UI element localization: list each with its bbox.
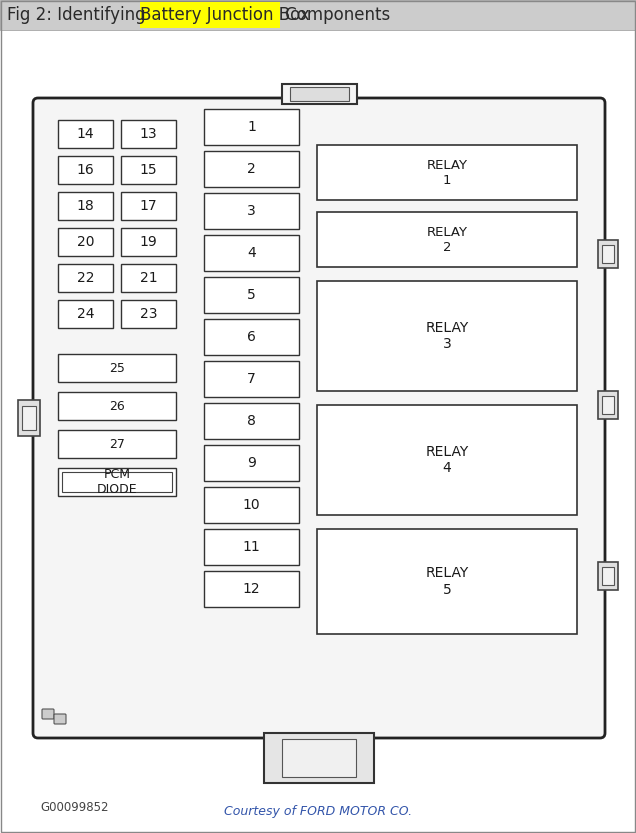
Text: 21: 21 <box>140 271 157 285</box>
Bar <box>602 397 614 414</box>
Text: 12: 12 <box>243 582 260 596</box>
Text: 13: 13 <box>140 127 157 141</box>
Bar <box>121 156 176 184</box>
Text: RELAY
4: RELAY 4 <box>425 445 469 475</box>
Text: 9: 9 <box>247 456 256 470</box>
Bar <box>121 264 176 292</box>
Bar <box>58 468 176 496</box>
Text: 15: 15 <box>140 163 157 177</box>
FancyBboxPatch shape <box>42 709 54 719</box>
Text: Courtesy of FORD MOTOR CO.: Courtesy of FORD MOTOR CO. <box>224 805 412 817</box>
Bar <box>317 529 577 634</box>
Bar <box>598 392 618 419</box>
Text: 6: 6 <box>247 330 256 344</box>
Bar <box>204 151 299 187</box>
Text: 2: 2 <box>247 162 256 176</box>
Bar <box>121 228 176 256</box>
Bar <box>204 277 299 313</box>
Bar <box>282 84 357 104</box>
Text: 7: 7 <box>247 372 256 386</box>
FancyBboxPatch shape <box>33 98 605 738</box>
Bar <box>204 403 299 439</box>
Text: RELAY
5: RELAY 5 <box>425 566 469 596</box>
Text: RELAY
2: RELAY 2 <box>427 226 467 253</box>
Text: 27: 27 <box>109 437 125 451</box>
Text: 18: 18 <box>76 199 94 213</box>
Text: 20: 20 <box>77 235 94 249</box>
Text: Battery Junction Box: Battery Junction Box <box>140 6 310 24</box>
Bar <box>58 192 113 220</box>
Bar <box>22 406 36 430</box>
Text: 14: 14 <box>77 127 94 141</box>
Text: 8: 8 <box>247 414 256 428</box>
Bar <box>58 264 113 292</box>
Text: 16: 16 <box>76 163 94 177</box>
Bar <box>58 354 176 382</box>
Text: 19: 19 <box>140 235 157 249</box>
Text: 4: 4 <box>247 246 256 260</box>
Bar <box>18 400 40 436</box>
Text: RELAY
3: RELAY 3 <box>425 321 469 351</box>
Bar <box>204 235 299 271</box>
Bar <box>0 0 636 30</box>
Bar <box>598 240 618 268</box>
Bar <box>204 193 299 229</box>
Bar <box>121 120 176 148</box>
Bar <box>204 571 299 607</box>
Text: Components: Components <box>280 6 391 24</box>
Text: Fig 2: Identifying: Fig 2: Identifying <box>7 6 151 24</box>
Bar <box>598 561 618 590</box>
Bar <box>58 300 113 328</box>
Bar <box>204 529 299 565</box>
Text: 5: 5 <box>247 288 256 302</box>
Bar <box>602 566 614 585</box>
Bar <box>289 87 349 101</box>
Text: 25: 25 <box>109 362 125 375</box>
Text: 22: 22 <box>77 271 94 285</box>
Text: 23: 23 <box>140 307 157 321</box>
Bar <box>204 319 299 355</box>
Text: 11: 11 <box>242 540 260 554</box>
Bar <box>121 300 176 328</box>
Bar <box>58 120 113 148</box>
Bar <box>264 733 374 783</box>
FancyBboxPatch shape <box>54 714 66 724</box>
Bar <box>204 445 299 481</box>
Bar <box>140 2 280 28</box>
Text: PCM
DIODE: PCM DIODE <box>97 468 137 496</box>
Text: 17: 17 <box>140 199 157 213</box>
Bar <box>58 228 113 256</box>
Bar <box>317 405 577 515</box>
Bar <box>204 361 299 397</box>
Bar <box>204 109 299 145</box>
Text: 10: 10 <box>243 498 260 512</box>
Bar <box>58 430 176 458</box>
Text: G00099852: G00099852 <box>40 801 109 814</box>
Bar <box>58 392 176 420</box>
Text: RELAY
1: RELAY 1 <box>427 158 467 187</box>
Bar <box>317 281 577 391</box>
Bar <box>282 739 356 777</box>
Bar <box>204 487 299 523</box>
Text: 3: 3 <box>247 204 256 218</box>
Bar <box>317 145 577 200</box>
Bar <box>317 212 577 267</box>
Text: 24: 24 <box>77 307 94 321</box>
Bar <box>602 245 614 263</box>
Bar <box>58 156 113 184</box>
Text: 1: 1 <box>247 120 256 134</box>
Text: 26: 26 <box>109 400 125 412</box>
Bar <box>62 472 172 492</box>
Bar <box>121 192 176 220</box>
